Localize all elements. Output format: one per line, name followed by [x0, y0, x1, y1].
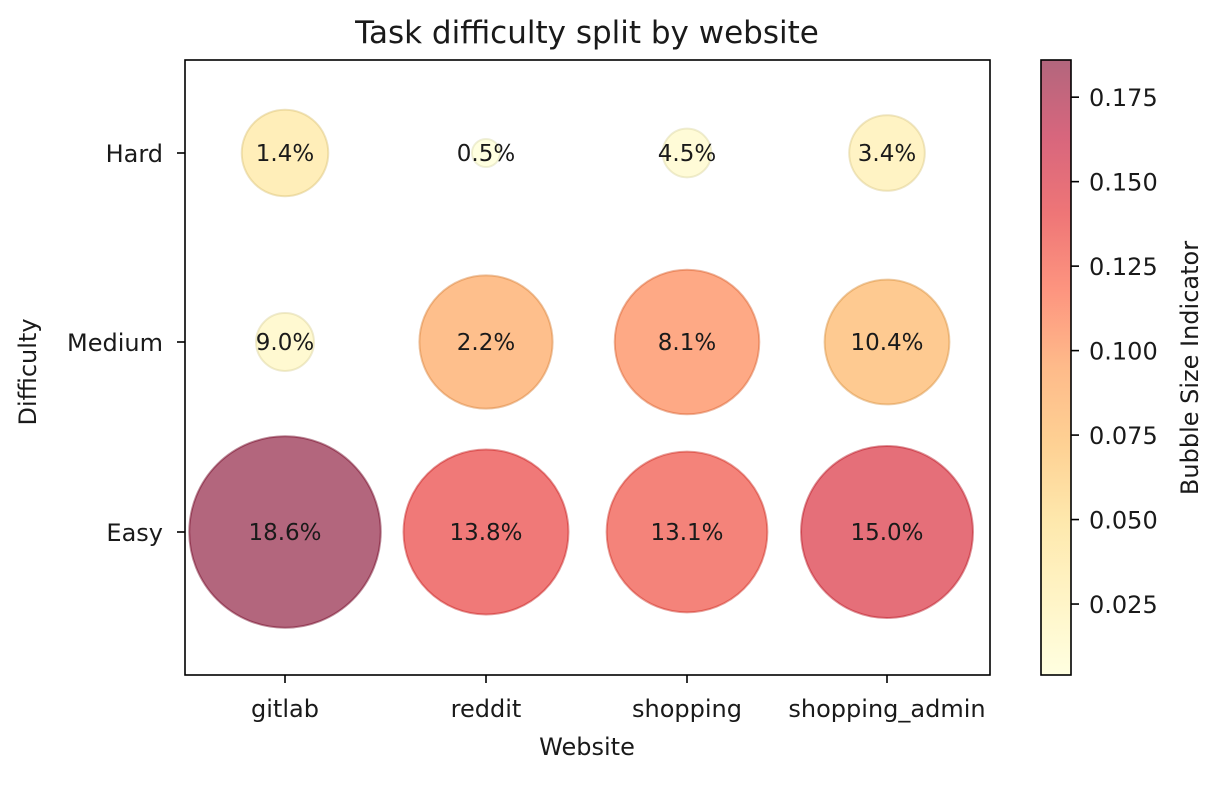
bubble-label: 3.4% [858, 141, 916, 167]
bubble-reddit-medium [418, 274, 554, 410]
y-axis: Easy Medium Hard [67, 140, 185, 547]
colorbar-frame [1040, 59, 1072, 676]
colorbar-tick-label: 0.175 [1089, 84, 1158, 112]
x-axis: gitlab reddit shopping shopping_admin [251, 675, 986, 723]
colorbar-tick-label: 0.100 [1089, 338, 1158, 366]
x-tick-label: reddit [451, 695, 522, 723]
colorbar-tick-label: 0.150 [1089, 169, 1158, 197]
x-tick-label: shopping_admin [788, 695, 985, 723]
colorbar-tick-label: 0.075 [1089, 422, 1158, 450]
colorbar-tick-label: 0.125 [1089, 253, 1158, 281]
colorbar-label: Bubble Size Indicator [1176, 241, 1204, 495]
colorbar-gradient [1041, 60, 1071, 675]
bubble-label: 13.1% [650, 520, 723, 546]
x-tick-label: gitlab [251, 695, 319, 723]
colorbar: 0.025 0.050 0.075 0.100 0.125 0.150 0.175 Bubb… [1040, 59, 1204, 676]
data-labels-layer: 18.6% 13.8% 13.1% 15.0% 9.0% 2.2% 8.1% 10.4% 1.4… [248, 141, 923, 546]
bubble-shopping_admin-hard [848, 114, 926, 192]
bubble-label: 4.5% [658, 141, 716, 167]
bubble-label: 9.0% [256, 330, 314, 356]
bubble-reddit-hard [470, 137, 502, 169]
colorbar-ticks: 0.025 0.050 0.075 0.100 0.125 0.150 0.175 [1071, 84, 1158, 619]
bubble-label: 13.8% [449, 520, 522, 546]
bubble-label: 10.4% [850, 330, 923, 356]
colorbar-tick-label: 0.025 [1089, 591, 1158, 619]
y-tick-label: Medium [67, 329, 163, 357]
y-tick-label: Hard [106, 140, 163, 168]
y-axis-label: Difficulty [14, 318, 42, 425]
bubble-label: 1.4% [256, 141, 314, 167]
chart-title: Task difficulty split by website [354, 15, 819, 51]
y-tick-label: Easy [106, 519, 163, 547]
bubbles-layer [188, 108, 974, 629]
bubble-gitlab-medium [255, 312, 315, 372]
x-tick-label: shopping [632, 695, 742, 723]
bubble-shopping_admin-easy [800, 445, 974, 619]
bubble-label: 18.6% [248, 520, 321, 546]
bubble-shopping-hard [661, 127, 713, 179]
bubble-label: 0.5% [457, 141, 515, 167]
bubble-gitlab-easy [188, 435, 382, 629]
bubble-shopping-easy [605, 450, 769, 614]
bubble-shopping_admin-medium [823, 278, 951, 406]
bubble-label: 8.1% [658, 330, 716, 356]
colorbar-tick-label: 0.050 [1089, 507, 1158, 535]
bubble-label: 15.0% [850, 520, 923, 546]
bubble-shopping-medium [613, 268, 761, 416]
x-axis-label: Website [539, 733, 635, 761]
plot-area: 18.6% 13.8% 13.1% 15.0% 9.0% 2.2% 8.1% 10.4% 1.4… [184, 59, 991, 676]
bubble-gitlab-hard [240, 108, 330, 198]
bubble-label: 2.2% [457, 330, 515, 356]
bubble-reddit-easy [402, 448, 570, 616]
